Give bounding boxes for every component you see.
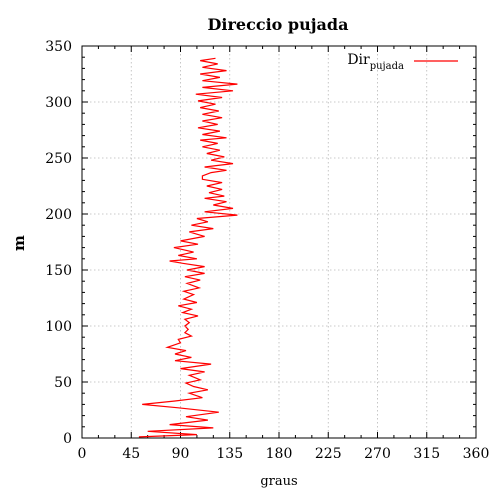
x-tick-label: 45 [122, 446, 140, 462]
y-tick-label: 100 [45, 319, 72, 335]
legend-series-name: Dir [347, 52, 370, 68]
legend-series-subscript: pujada [370, 61, 404, 72]
y-tick-label: 350 [45, 39, 72, 55]
series-line-dir [138, 57, 238, 438]
x-tick-label: 90 [172, 446, 190, 462]
x-tick-label: 0 [78, 446, 87, 462]
y-tick-label: 200 [45, 207, 72, 223]
x-tick-label: 315 [413, 446, 440, 462]
axis-ticks: 0 45 90 135 180 225 270 315 360 0 50 100 150 200 250 30… [45, 39, 489, 462]
y-axis-label: m [10, 235, 28, 251]
x-axis-label: graus [260, 474, 297, 489]
y-tick-label: 50 [54, 375, 72, 391]
y-tick-label: 150 [45, 263, 72, 279]
y-tick-label: 250 [45, 151, 72, 167]
y-tick-label: 300 [45, 95, 72, 111]
x-tick-label: 135 [216, 446, 243, 462]
plot-frame [81, 45, 477, 439]
x-tick-label: 270 [364, 446, 391, 462]
grid [82, 46, 476, 438]
x-tick-label: 180 [266, 446, 293, 462]
legend-label: Dirpujada [347, 52, 404, 72]
data-layer [138, 57, 238, 438]
x-tick-label: 360 [463, 446, 490, 462]
y-tick-label: 0 [63, 431, 72, 447]
x-tick-label: 225 [315, 446, 342, 462]
legend: Dirpujada [347, 52, 458, 72]
chart-title: Direccio pujada [208, 15, 349, 34]
